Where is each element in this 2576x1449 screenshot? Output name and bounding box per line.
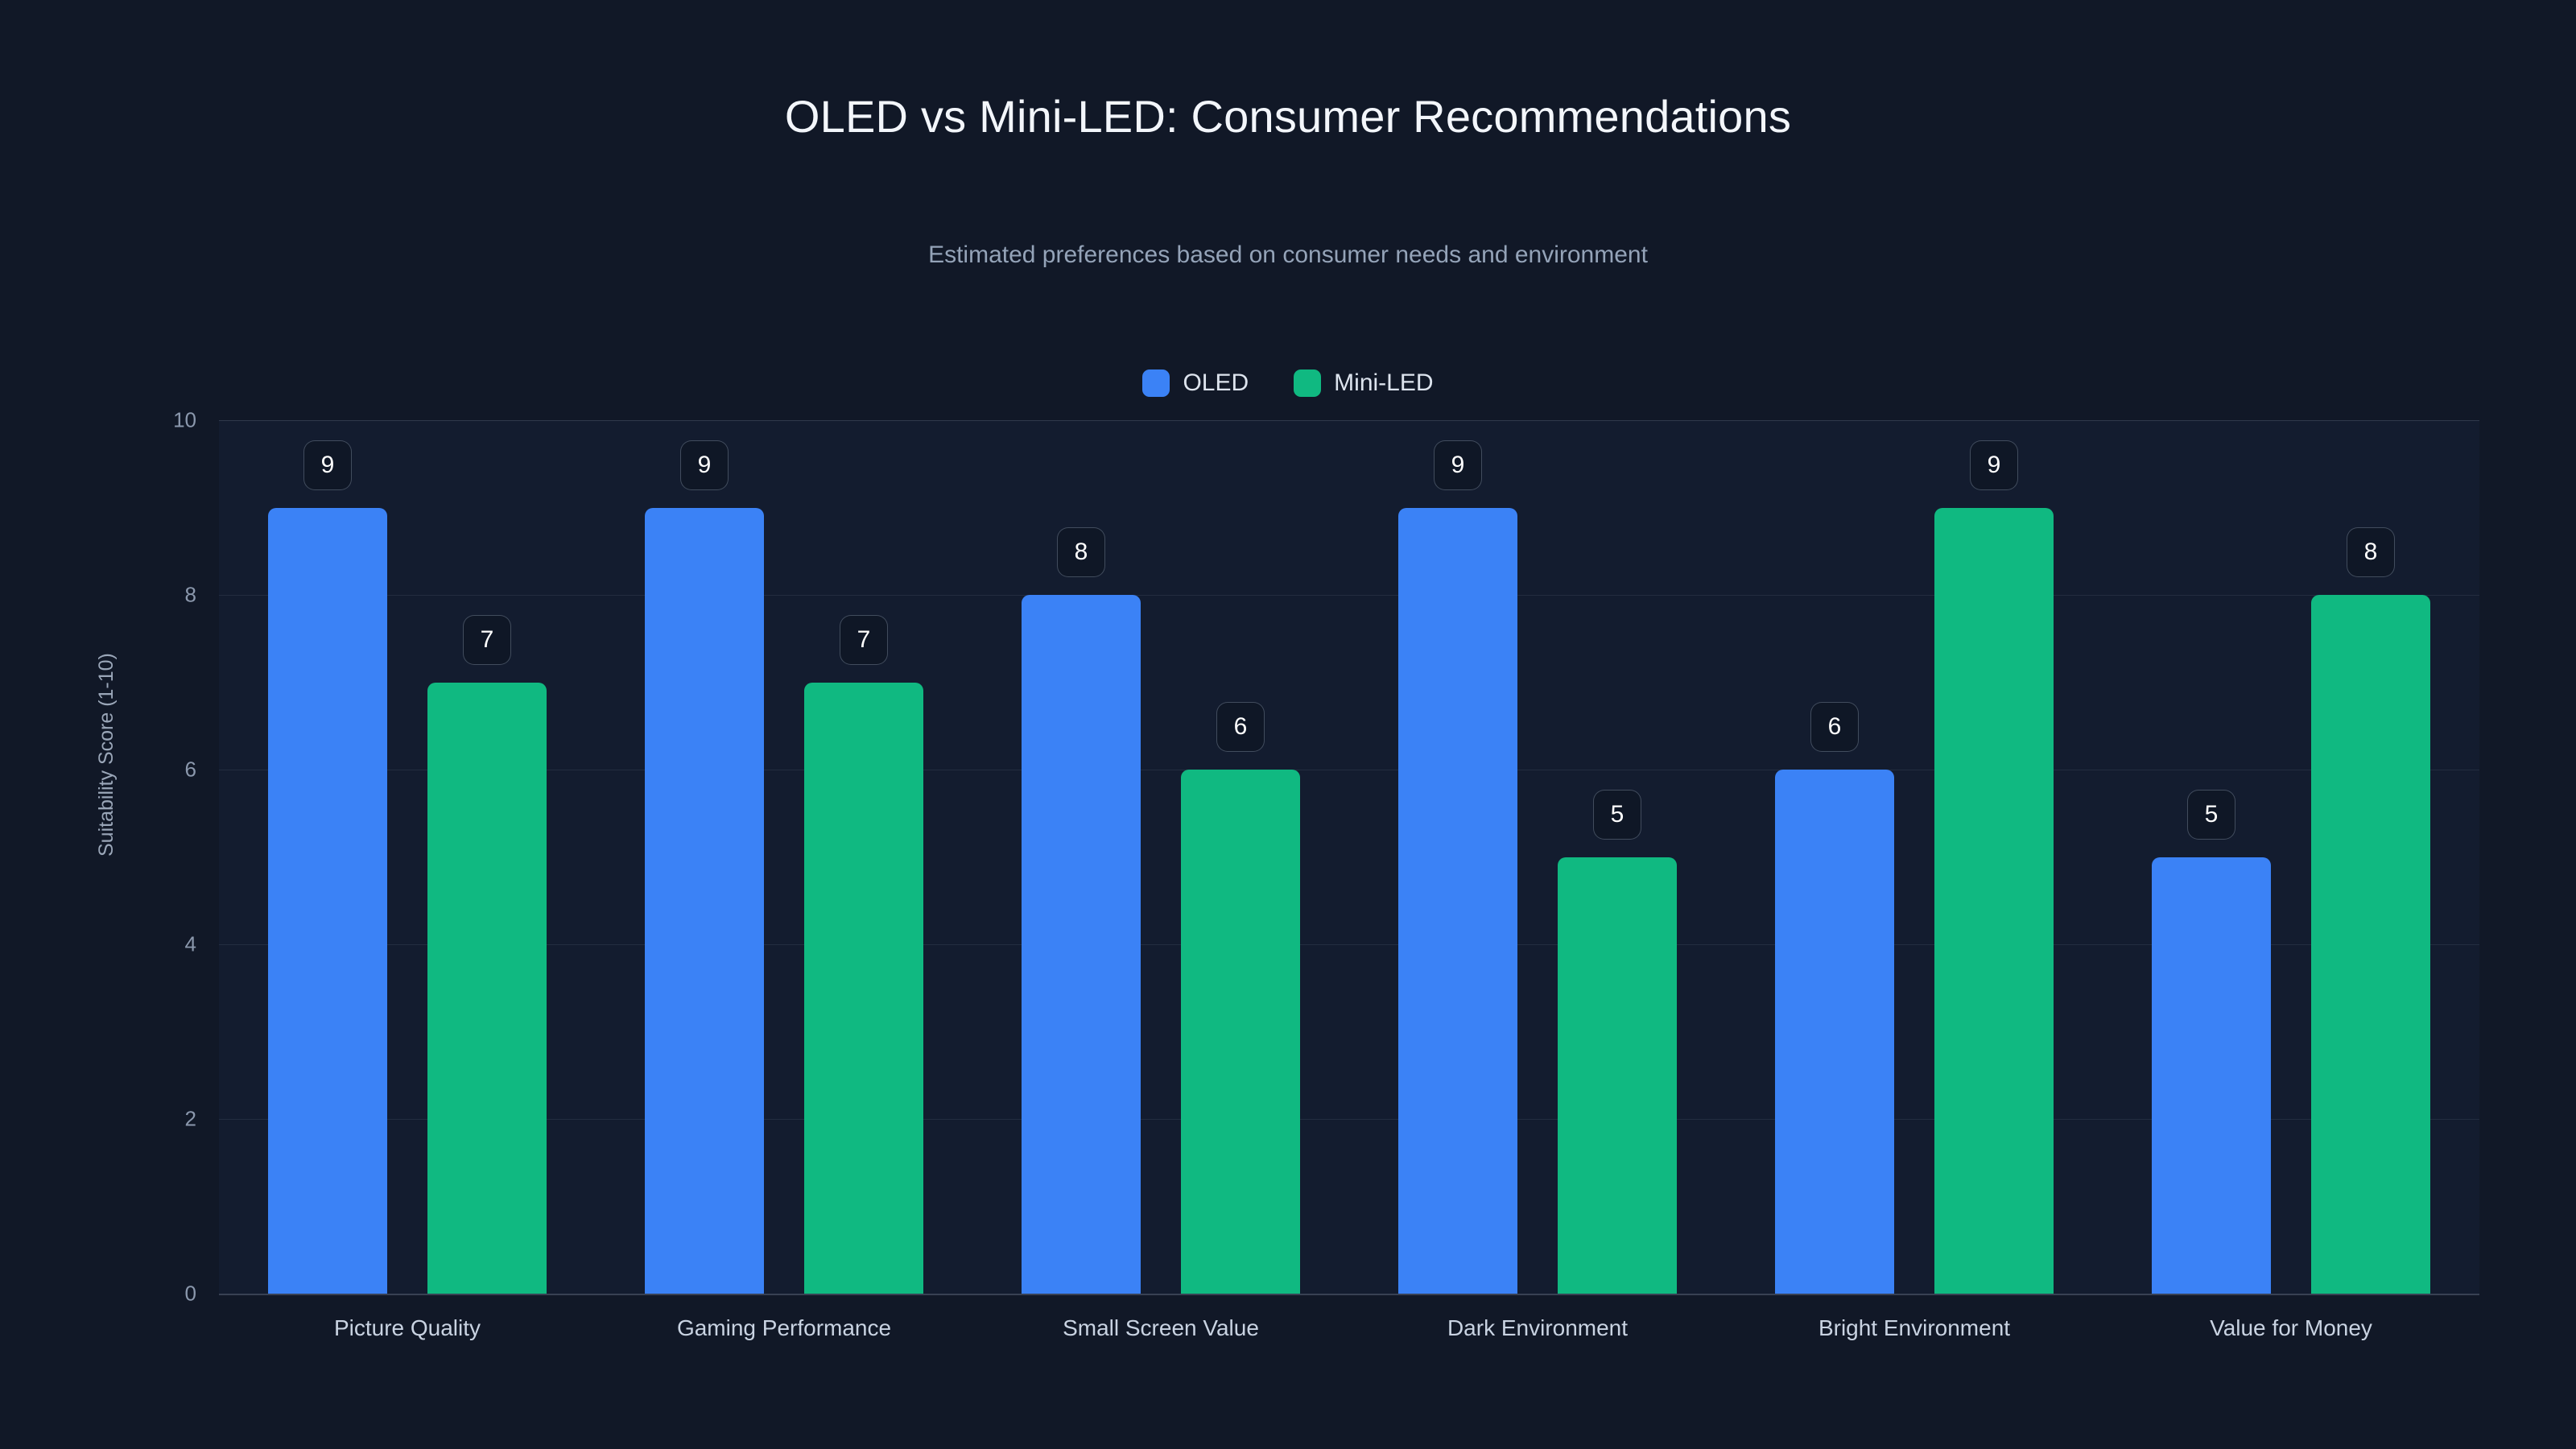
x-tick-label-dark-environment: Dark Environment <box>1447 1315 1629 1340</box>
x-tick-label-bright-environment: Bright Environment <box>1818 1315 2011 1340</box>
bar-oled-dark-environment[interactable] <box>1398 507 1517 1294</box>
data-label-oled-gaming-performance: 9 <box>680 440 729 490</box>
gridline-4 <box>219 944 2479 945</box>
data-label-mini-led-dark-environment: 5 <box>1593 789 1641 840</box>
legend-swatch-oled <box>1142 369 1170 397</box>
chart-subtitle: Estimated preferences based on consumer … <box>928 242 1648 268</box>
data-label-mini-led-gaming-performance: 7 <box>840 614 888 665</box>
bar-oled-bright-environment[interactable] <box>1775 770 1894 1294</box>
bar-mini-led-dark-environment[interactable] <box>1558 857 1677 1294</box>
gridline-2 <box>219 1119 2479 1120</box>
bars-layer <box>219 420 2479 1294</box>
gridline-10 <box>219 420 2479 421</box>
bar-mini-led-bright-environment[interactable] <box>1934 507 2054 1294</box>
y-tick-label-0: 0 <box>184 1281 196 1306</box>
bar-mini-led-small-screen-value[interactable] <box>1181 770 1300 1294</box>
data-label-mini-led-picture-quality: 7 <box>463 614 511 665</box>
chart-legend: OLED Mini-LED <box>0 369 2576 397</box>
x-tick-label-value-for-money: Value for Money <box>2210 1315 2372 1340</box>
data-label-oled-value-for-money: 5 <box>2187 789 2235 840</box>
gridline-8 <box>219 595 2479 596</box>
bar-oled-gaming-performance[interactable] <box>645 507 764 1294</box>
data-label-mini-led-small-screen-value: 6 <box>1216 702 1265 752</box>
page-title: OLED vs Mini-LED: Consumer Recommendatio… <box>784 91 1792 142</box>
y-tick-label-4: 4 <box>184 931 196 956</box>
bar-mini-led-picture-quality[interactable] <box>427 682 547 1294</box>
y-tick-label-2: 2 <box>184 1106 196 1131</box>
x-tick-label-picture-quality: Picture Quality <box>333 1315 481 1340</box>
x-tick-label-gaming-performance: Gaming Performance <box>676 1315 892 1340</box>
y-tick-label-8: 8 <box>184 582 196 607</box>
legend-swatch-mini-led <box>1294 369 1322 397</box>
plot-background <box>219 420 2479 1294</box>
legend-item-oled[interactable]: OLED <box>1142 369 1249 397</box>
legend-item-mini-led[interactable]: Mini-LED <box>1294 369 1434 397</box>
data-label-mini-led-value-for-money: 8 <box>2347 527 2395 577</box>
legend-label-mini-led: Mini-LED <box>1334 369 1434 396</box>
bar-mini-led-value-for-money[interactable] <box>2311 595 2430 1294</box>
legend-label-oled: OLED <box>1183 369 1249 396</box>
x-tick-label-small-screen-value: Small Screen Value <box>1063 1315 1259 1340</box>
bar-oled-picture-quality[interactable] <box>268 507 387 1294</box>
gridline-0 <box>219 1294 2479 1295</box>
data-label-oled-dark-environment: 9 <box>1434 440 1482 490</box>
y-axis-title: Suitability Score (1-10) <box>95 653 118 857</box>
bar-oled-value-for-money[interactable] <box>2152 857 2271 1294</box>
bar-mini-led-gaming-performance[interactable] <box>804 682 923 1294</box>
data-label-oled-small-screen-value: 8 <box>1057 527 1105 577</box>
data-label-oled-bright-environment: 6 <box>1810 702 1859 752</box>
plot-area <box>219 420 2479 1295</box>
data-label-mini-led-bright-environment: 9 <box>1970 440 2018 490</box>
data-label-oled-picture-quality: 9 <box>303 440 352 490</box>
bar-oled-small-screen-value[interactable] <box>1022 595 1141 1294</box>
y-tick-label-6: 6 <box>184 757 196 782</box>
y-tick-label-10: 10 <box>173 407 196 432</box>
